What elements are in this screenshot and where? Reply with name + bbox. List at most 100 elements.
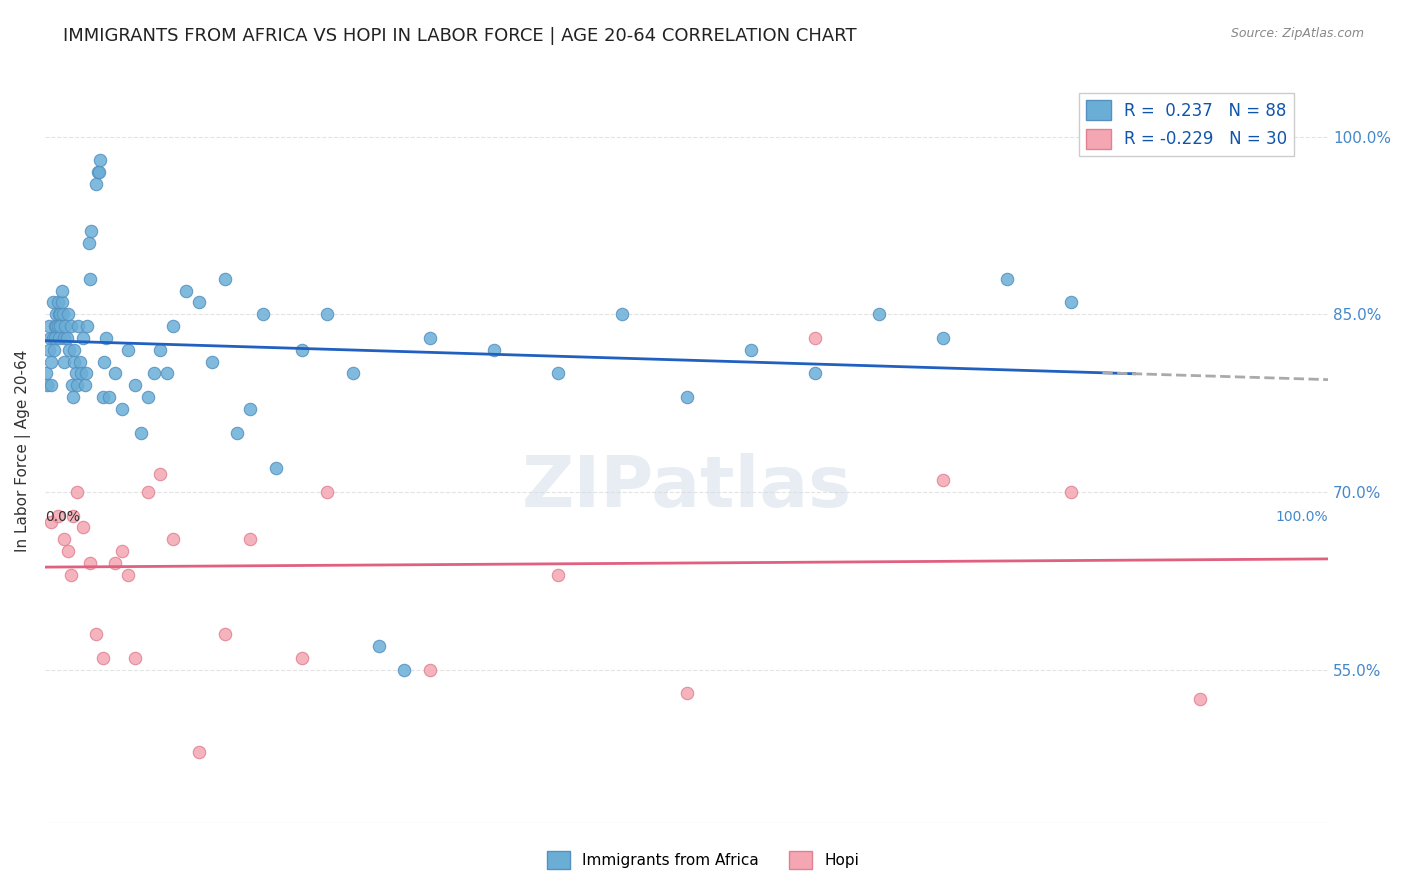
Point bbox=[49, 319, 72, 334]
Legend: R =  0.237   N = 88, R = -0.229   N = 30: R = 0.237 N = 88, R = -0.229 N = 30 bbox=[1080, 94, 1294, 155]
Text: 100.0%: 100.0% bbox=[1275, 510, 1329, 524]
Point bbox=[226, 425, 249, 440]
Point bbox=[58, 343, 80, 357]
Point bbox=[156, 367, 179, 381]
Point bbox=[73, 378, 96, 392]
Point bbox=[84, 177, 107, 191]
Point bbox=[117, 567, 139, 582]
Point bbox=[53, 533, 76, 547]
Point bbox=[38, 343, 60, 357]
Point bbox=[264, 461, 287, 475]
Point bbox=[69, 367, 91, 381]
Point bbox=[104, 556, 127, 570]
Point bbox=[59, 319, 82, 334]
Point bbox=[42, 343, 65, 357]
Legend: Immigrants from Africa, Hopi: Immigrants from Africa, Hopi bbox=[541, 845, 865, 875]
Point bbox=[111, 544, 134, 558]
Point bbox=[342, 367, 364, 381]
Point bbox=[51, 295, 73, 310]
Point bbox=[45, 307, 67, 321]
Point bbox=[51, 284, 73, 298]
Point bbox=[66, 378, 89, 392]
Point bbox=[547, 567, 569, 582]
Text: Source: ZipAtlas.com: Source: ZipAtlas.com bbox=[1230, 27, 1364, 40]
Point bbox=[419, 663, 441, 677]
Point bbox=[136, 484, 159, 499]
Point bbox=[53, 331, 76, 345]
Point bbox=[48, 331, 70, 345]
Point bbox=[367, 639, 389, 653]
Point bbox=[63, 354, 86, 368]
Point bbox=[124, 650, 146, 665]
Point bbox=[41, 331, 63, 345]
Point bbox=[63, 343, 86, 357]
Point bbox=[55, 319, 77, 334]
Point bbox=[129, 425, 152, 440]
Point bbox=[117, 343, 139, 357]
Point bbox=[675, 686, 697, 700]
Point bbox=[56, 544, 79, 558]
Point bbox=[214, 627, 236, 641]
Point bbox=[38, 319, 60, 334]
Point bbox=[547, 367, 569, 381]
Point bbox=[162, 319, 184, 334]
Point bbox=[419, 331, 441, 345]
Point bbox=[55, 331, 77, 345]
Point bbox=[39, 515, 62, 529]
Point bbox=[87, 165, 110, 179]
Point bbox=[1060, 484, 1083, 499]
Point bbox=[91, 650, 114, 665]
Point bbox=[392, 663, 415, 677]
Point bbox=[174, 284, 197, 298]
Y-axis label: In Labor Force | Age 20-64: In Labor Force | Age 20-64 bbox=[15, 350, 31, 551]
Point bbox=[675, 390, 697, 404]
Point bbox=[143, 367, 166, 381]
Point bbox=[86, 165, 108, 179]
Point bbox=[162, 533, 184, 547]
Point bbox=[37, 378, 59, 392]
Point bbox=[932, 331, 955, 345]
Point bbox=[75, 367, 97, 381]
Point bbox=[35, 367, 58, 381]
Point bbox=[804, 367, 827, 381]
Point bbox=[201, 354, 224, 368]
Text: 0.0%: 0.0% bbox=[45, 510, 80, 524]
Point bbox=[290, 650, 312, 665]
Point bbox=[995, 272, 1018, 286]
Point bbox=[740, 343, 762, 357]
Point bbox=[79, 556, 101, 570]
Point bbox=[46, 319, 69, 334]
Point bbox=[53, 354, 76, 368]
Point bbox=[187, 295, 209, 310]
Text: IMMIGRANTS FROM AFRICA VS HOPI IN LABOR FORCE | AGE 20-64 CORRELATION CHART: IMMIGRANTS FROM AFRICA VS HOPI IN LABOR … bbox=[63, 27, 856, 45]
Point bbox=[60, 378, 83, 392]
Point bbox=[39, 378, 62, 392]
Point bbox=[39, 354, 62, 368]
Point bbox=[187, 746, 209, 760]
Point bbox=[214, 272, 236, 286]
Point bbox=[111, 402, 134, 417]
Point bbox=[44, 331, 66, 345]
Point bbox=[69, 354, 91, 368]
Point bbox=[149, 343, 172, 357]
Point bbox=[76, 319, 98, 334]
Point bbox=[48, 307, 70, 321]
Point bbox=[239, 402, 262, 417]
Point bbox=[72, 520, 94, 534]
Point bbox=[804, 331, 827, 345]
Point bbox=[868, 307, 890, 321]
Point bbox=[96, 331, 118, 345]
Point bbox=[98, 390, 121, 404]
Point bbox=[482, 343, 505, 357]
Point bbox=[104, 367, 127, 381]
Point bbox=[80, 224, 103, 238]
Point bbox=[41, 295, 63, 310]
Point bbox=[66, 484, 89, 499]
Point bbox=[62, 390, 84, 404]
Point bbox=[49, 307, 72, 321]
Point bbox=[290, 343, 312, 357]
Point bbox=[52, 307, 75, 321]
Point bbox=[252, 307, 274, 321]
Point bbox=[67, 319, 90, 334]
Point bbox=[239, 533, 262, 547]
